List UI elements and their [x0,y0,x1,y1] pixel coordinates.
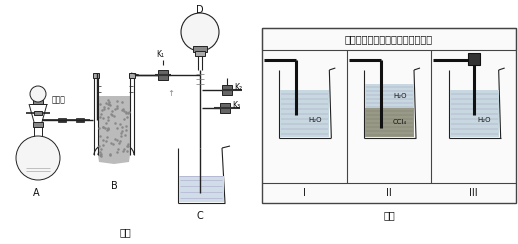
Bar [34,111,42,115]
Text: C: C [197,211,204,221]
Text: H₂O: H₂O [393,93,407,99]
Bar [129,73,135,78]
Circle shape [181,13,219,51]
Text: B: B [111,181,118,191]
Text: A: A [33,188,39,198]
Polygon shape [98,96,130,164]
Text: 备选装置（其中水中含酚酞试液）: 备选装置（其中水中含酚酞试液） [345,34,433,44]
Text: III: III [469,188,478,198]
Bar [262,28,516,50]
Bar [33,122,43,127]
Text: K₁: K₁ [156,50,164,59]
Bar [220,103,230,113]
Text: II: II [386,188,392,198]
Bar [58,118,66,122]
Bar [179,176,224,202]
Bar [365,108,414,137]
Bar [195,51,205,56]
Text: 图二: 图二 [383,210,395,220]
Bar [262,28,516,203]
Text: 浓氨水: 浓氨水 [52,95,66,104]
Bar [365,84,414,108]
Text: D: D [196,5,204,15]
Bar [222,85,232,95]
Text: K₂: K₂ [234,82,242,92]
Circle shape [30,86,46,102]
Text: CCl₄: CCl₄ [393,119,407,125]
Bar [468,53,480,65]
Bar [280,90,329,137]
Circle shape [16,136,60,180]
Text: H₂O: H₂O [478,117,491,123]
Text: H₂O: H₂O [308,117,322,123]
Text: ↑: ↑ [167,89,175,98]
Text: K₃: K₃ [232,101,240,110]
Bar [93,73,99,78]
Bar [450,90,499,137]
Bar [158,70,168,80]
Bar [76,118,84,122]
Text: 图一: 图一 [119,227,131,237]
Bar [33,100,43,104]
Bar [193,46,207,52]
Text: I: I [303,188,306,198]
